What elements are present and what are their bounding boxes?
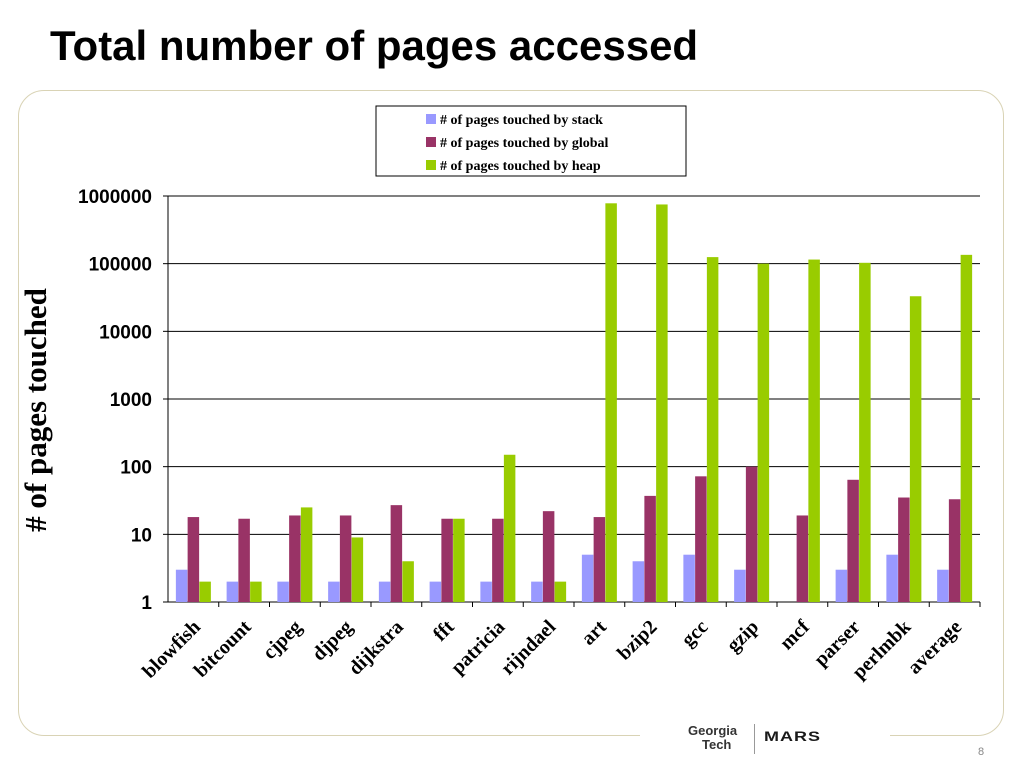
bar-stack-dijkstra (378, 581, 391, 602)
x-category-label: cjpeg (259, 616, 307, 664)
x-category-label: art (577, 616, 611, 650)
bar-heap-average (960, 254, 973, 602)
slide-frame (18, 90, 1004, 736)
legend-entry: # of pages touched by global (440, 136, 609, 151)
bar-global-dijkstra (390, 505, 403, 602)
bar-heap-bitcount (250, 581, 262, 602)
bar-heap-fft (453, 518, 465, 602)
legend-swatch (426, 114, 436, 124)
bar-heap-patricia (503, 454, 516, 602)
bar-stack-gzip (734, 569, 746, 602)
y-tick-label: 1000 (110, 390, 152, 411)
logo-tech-text: Tech (702, 737, 732, 752)
x-category-label: average (903, 616, 966, 679)
y-tick-label: 1 (141, 593, 152, 614)
x-category-label: rijndael (497, 616, 561, 680)
bar-stack-rijndael (531, 581, 543, 602)
bar-heap-blowfish (199, 581, 211, 602)
x-category-label: gzip (722, 616, 763, 657)
georgia-tech-mars-logo: Georgia Tech MARS (688, 724, 848, 754)
bar-stack-bitcount (226, 581, 239, 602)
bar-stack-patricia (480, 581, 492, 602)
bar-heap-djpeg (351, 537, 364, 602)
bar-stack-cjpeg (277, 581, 289, 602)
logo-divider (754, 724, 755, 754)
x-category-label: patricia (447, 616, 510, 679)
y-tick-label: 100 (120, 458, 152, 479)
y-tick-label: 1000000 (78, 187, 152, 208)
bar-global-mcf (796, 515, 809, 602)
bar-global-perlmbk (898, 497, 910, 602)
bar-stack-perlmbk (886, 554, 898, 602)
y-tick-label: 10 (131, 525, 152, 546)
bar-heap-cjpeg (300, 507, 313, 602)
bar-stack-average (937, 569, 949, 602)
legend-swatch (426, 137, 436, 147)
bar-global-fft (441, 518, 453, 602)
bar-stack-bzip2 (632, 561, 645, 602)
bar-stack-blowfish (175, 569, 188, 602)
y-tick-label: 100000 (89, 255, 152, 276)
bar-heap-bzip2 (656, 204, 668, 602)
bar-stack-djpeg (328, 581, 340, 602)
bar-global-bitcount (238, 518, 250, 602)
bar-global-patricia (492, 518, 504, 602)
bar-stack-gcc (683, 554, 695, 602)
bar-global-bzip2 (644, 495, 656, 602)
logo-georgia-text: Georgia (688, 723, 738, 738)
legend-entry: # of pages touched by stack (440, 113, 603, 128)
y-tick-label: 10000 (99, 322, 152, 343)
bar-stack-parser (835, 569, 848, 602)
bar-global-gzip (745, 466, 758, 602)
bar-heap-mcf (808, 259, 820, 602)
bar-global-average (948, 499, 961, 602)
bar-global-gcc (695, 476, 707, 602)
frame-gap (640, 726, 890, 746)
bar-heap-gzip (757, 263, 770, 602)
x-category-label: mcf (776, 616, 815, 655)
bar-heap-gcc (706, 257, 719, 602)
bar-heap-rijndael (554, 581, 567, 602)
bar-stack-fft (429, 581, 442, 602)
bar-global-rijndael (542, 511, 555, 602)
bar-global-art (593, 517, 606, 602)
slide-title: Total number of pages accessed (50, 22, 699, 69)
bar-heap-parser (859, 262, 871, 602)
bar-global-blowfish (187, 517, 200, 602)
bar-heap-perlmbk (909, 296, 922, 602)
bar-heap-dijkstra (402, 561, 414, 602)
x-category-label: dijkstra (344, 616, 407, 679)
logo-mars-text: MARS (764, 729, 821, 744)
page-number: 8 (978, 746, 985, 758)
bar-global-parser (847, 479, 859, 602)
y-axis-label: # of pages touched (18, 288, 53, 532)
bar-stack-art (581, 554, 594, 602)
legend-entry: # of pages touched by heap (440, 159, 601, 174)
x-category-label: bzip2 (613, 616, 662, 665)
bar-heap-art (605, 203, 617, 602)
bar-global-cjpeg (289, 515, 301, 602)
x-category-label: bitcount (190, 616, 256, 682)
x-category-label: gcc (677, 616, 712, 651)
x-category-label: fft (429, 616, 459, 646)
legend-swatch (426, 160, 436, 170)
bar-global-djpeg (339, 515, 352, 602)
